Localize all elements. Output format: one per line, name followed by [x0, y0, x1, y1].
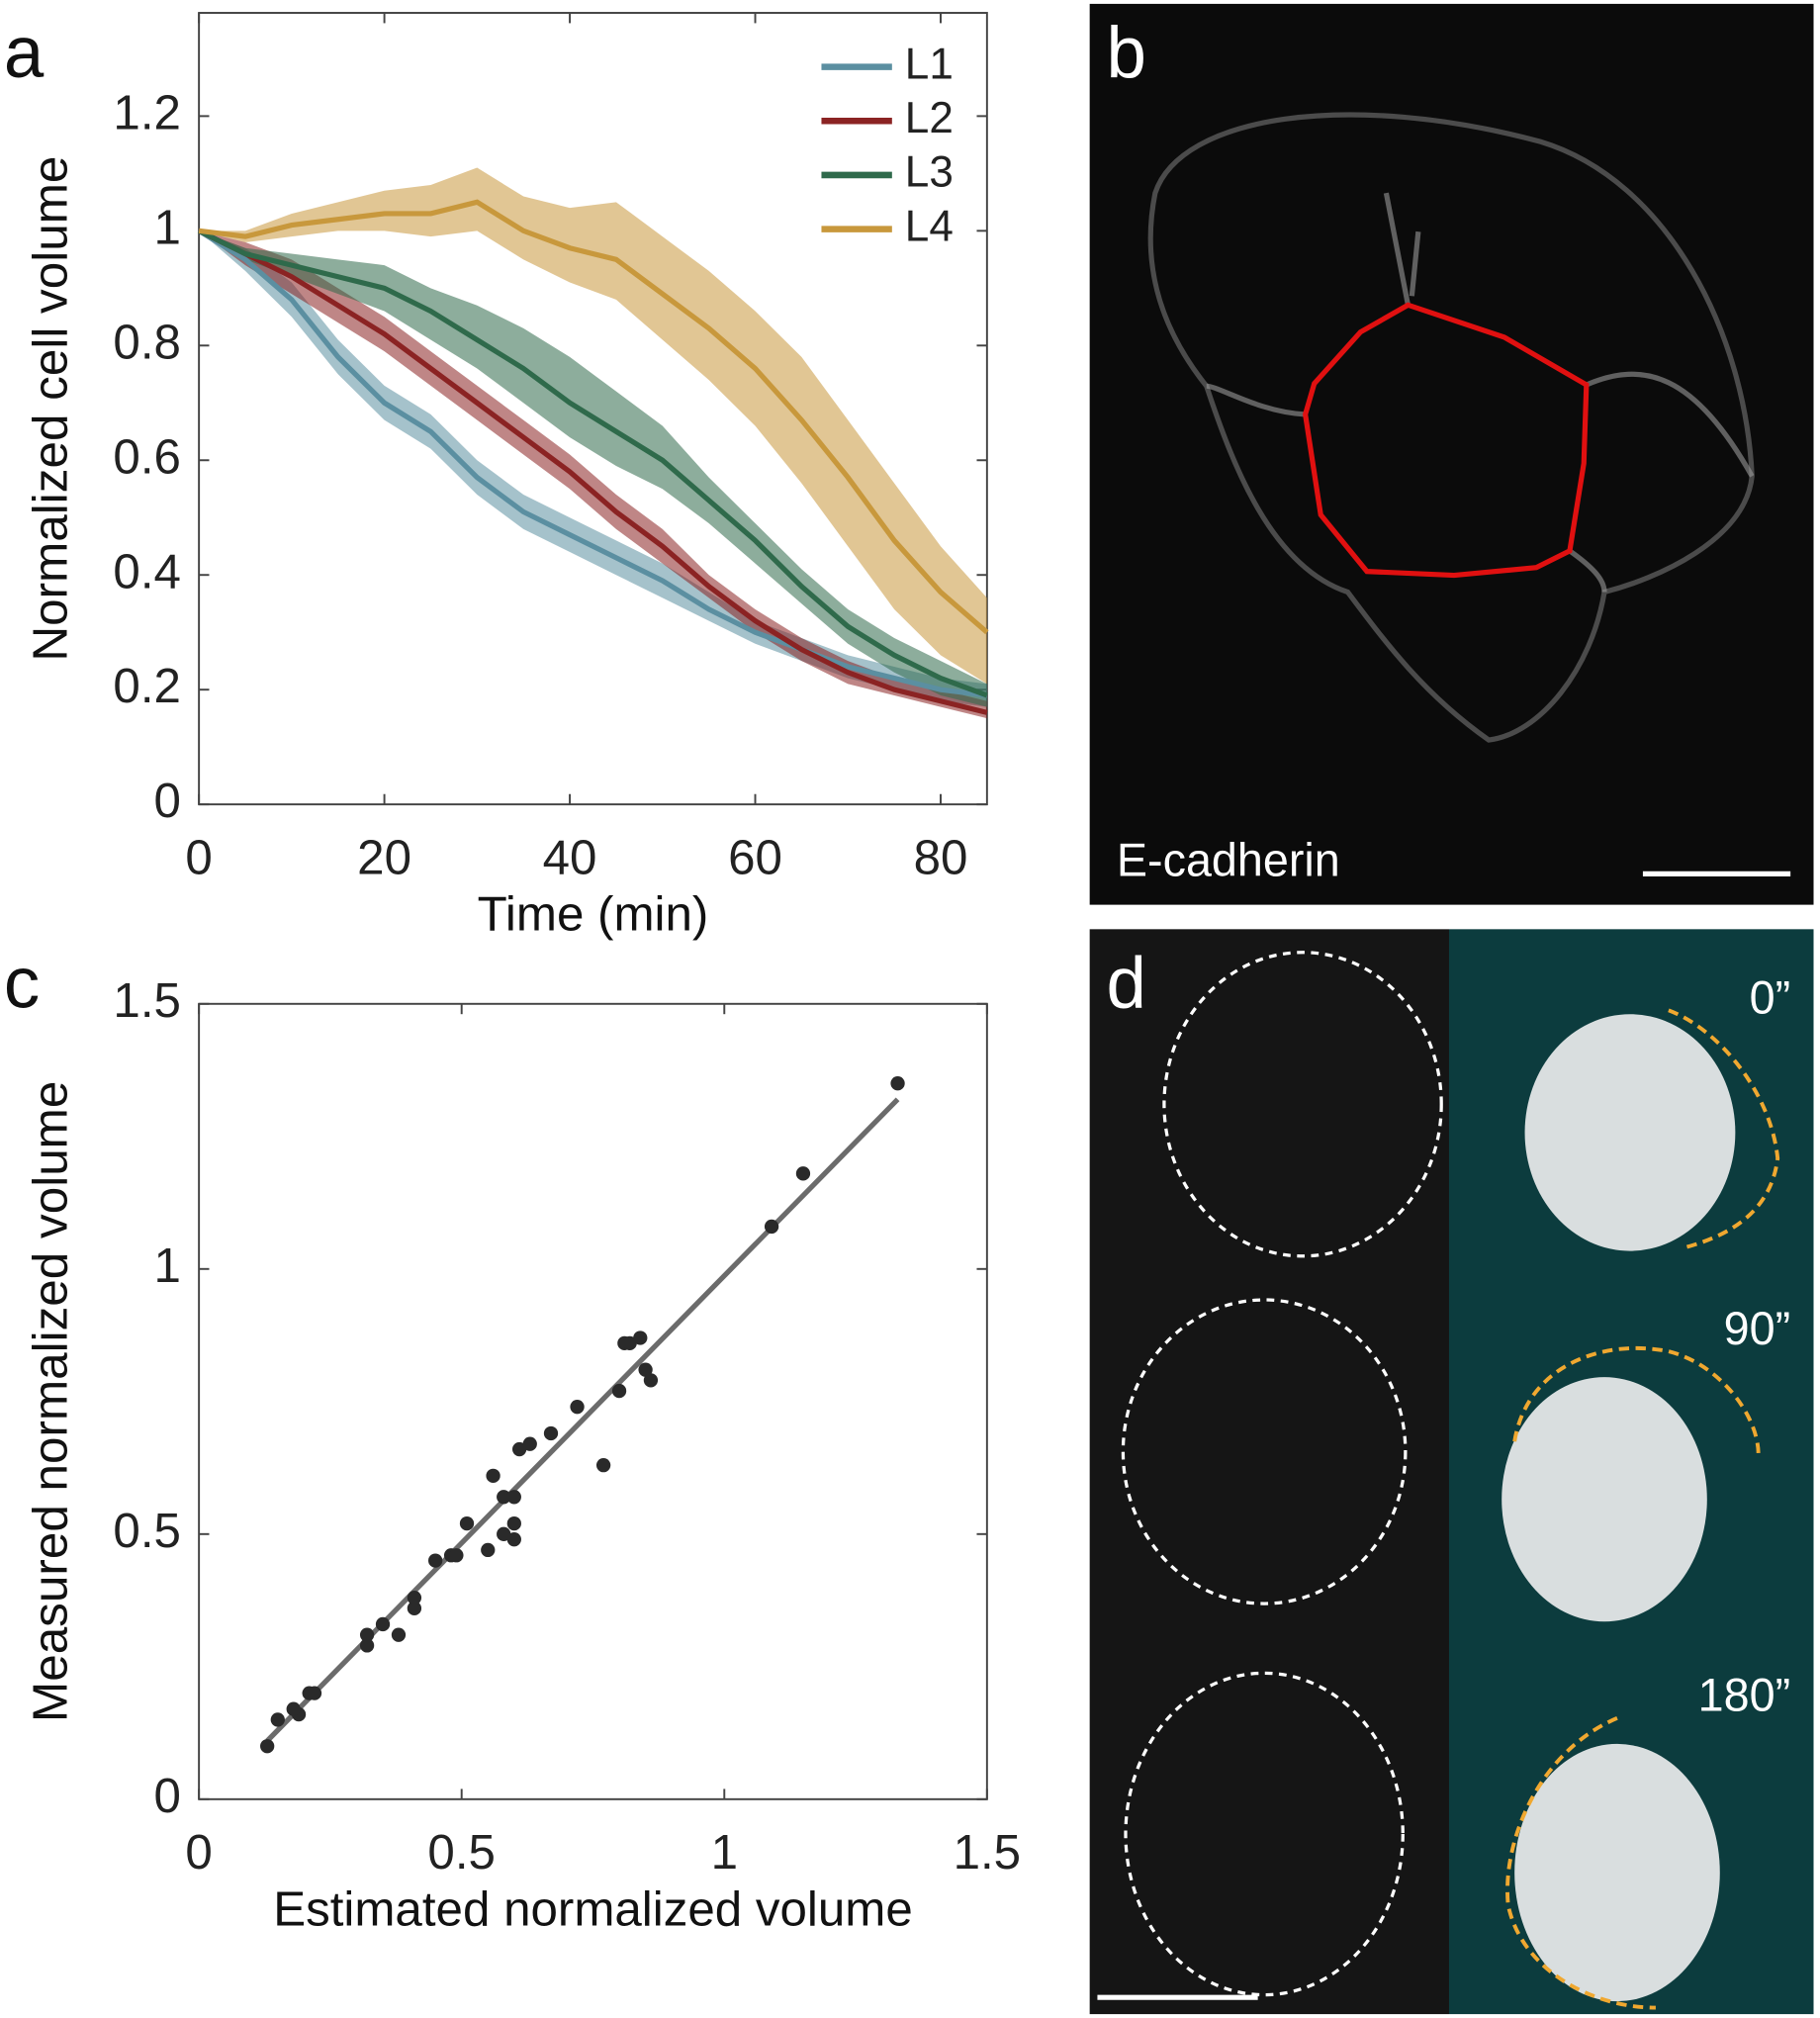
x-tick-label: 0	[185, 830, 212, 884]
panel-label: c	[4, 943, 40, 1023]
scatter-point	[522, 1436, 537, 1451]
scatter-point	[506, 1532, 521, 1547]
axes-box	[198, 1002, 988, 1800]
scatter-point	[622, 1335, 637, 1351]
y-axis-label: Normalized cell volume	[24, 156, 78, 662]
scatter-point	[611, 1383, 627, 1399]
scatter-point	[307, 1686, 322, 1700]
scatter-point	[260, 1739, 275, 1754]
scatter-point	[286, 1701, 301, 1716]
y-tick-label: 1	[154, 1238, 181, 1293]
scatter-point	[391, 1627, 407, 1642]
legend-label: L1	[905, 40, 954, 88]
x-tick-label: 40	[543, 830, 597, 884]
y-tick-label: 0	[154, 1769, 181, 1823]
scatter-point	[270, 1712, 285, 1727]
panel-label: d	[1107, 943, 1146, 1023]
mean-line	[197, 229, 988, 698]
scatter-point	[497, 1490, 511, 1505]
scatter-point	[795, 1166, 811, 1181]
micrograph-b	[1089, 3, 1814, 905]
scatter-point	[407, 1590, 422, 1605]
legend-label: L4	[905, 202, 954, 250]
y-tick-label: 0.4	[113, 544, 181, 598]
legend-label: L2	[905, 94, 954, 142]
panel-label: b	[1107, 13, 1146, 93]
band	[199, 230, 987, 707]
x-tick-label: 1	[711, 1825, 738, 1880]
scatter-point	[428, 1553, 443, 1568]
x-axis-label: Estimated normalized volume	[273, 1881, 913, 1936]
scatter-point	[497, 1526, 511, 1541]
y-tick-label: 0.8	[113, 315, 181, 369]
scatter-point	[570, 1400, 585, 1415]
x-tick-label: 60	[728, 830, 782, 884]
scatter-point	[890, 1076, 905, 1091]
time-label: 180”	[1698, 1670, 1790, 1721]
scatter-point	[407, 1601, 422, 1616]
scatter-point	[459, 1515, 475, 1531]
mean-line	[197, 229, 988, 698]
y-tick-label: 0.6	[113, 429, 181, 484]
time-label: 0”	[1750, 972, 1791, 1024]
scatter-point	[506, 1490, 521, 1505]
panel-label: a	[4, 13, 45, 93]
scatter-point	[764, 1219, 779, 1235]
x-tick-label: 80	[914, 830, 968, 884]
x-axis-label: Time (min)	[478, 887, 709, 942]
micrograph-d	[1089, 929, 1814, 2015]
axes-box	[198, 12, 988, 806]
y-tick-label: 1.2	[113, 85, 181, 139]
y-tick-label: 1.5	[113, 973, 181, 1028]
y-tick-label: 1	[154, 200, 181, 254]
stain-label: E-cadherin	[1117, 834, 1340, 885]
mean-line	[197, 229, 988, 715]
scatter-point	[449, 1548, 464, 1563]
scatter-point	[633, 1330, 648, 1345]
band	[199, 230, 987, 719]
y-tick-label: 0.5	[113, 1504, 181, 1558]
time-label: 90”	[1724, 1303, 1791, 1354]
y-tick-label: 0.2	[113, 659, 181, 713]
x-tick-label: 1.5	[954, 1825, 1022, 1880]
mean-line	[198, 199, 989, 635]
x-tick-label: 0	[185, 1825, 212, 1880]
scatter-point	[506, 1515, 521, 1531]
scatter-point	[481, 1542, 496, 1558]
scatter-point	[375, 1616, 391, 1632]
scatter-point	[543, 1425, 559, 1441]
scatter-point	[595, 1457, 611, 1473]
legend-label: L3	[905, 148, 954, 197]
y-axis-label: Measured normalized volume	[24, 1081, 78, 1722]
scatter-point	[486, 1468, 500, 1484]
scatter-point	[643, 1373, 659, 1388]
x-tick-label: 20	[357, 830, 411, 884]
scatter-point	[511, 1441, 527, 1457]
y-tick-label: 0	[154, 774, 181, 828]
band	[199, 167, 987, 685]
scatter-point	[638, 1362, 653, 1377]
scatter-point	[359, 1638, 375, 1653]
x-tick-label: 0.5	[427, 1825, 496, 1880]
scatter-point	[359, 1627, 375, 1642]
